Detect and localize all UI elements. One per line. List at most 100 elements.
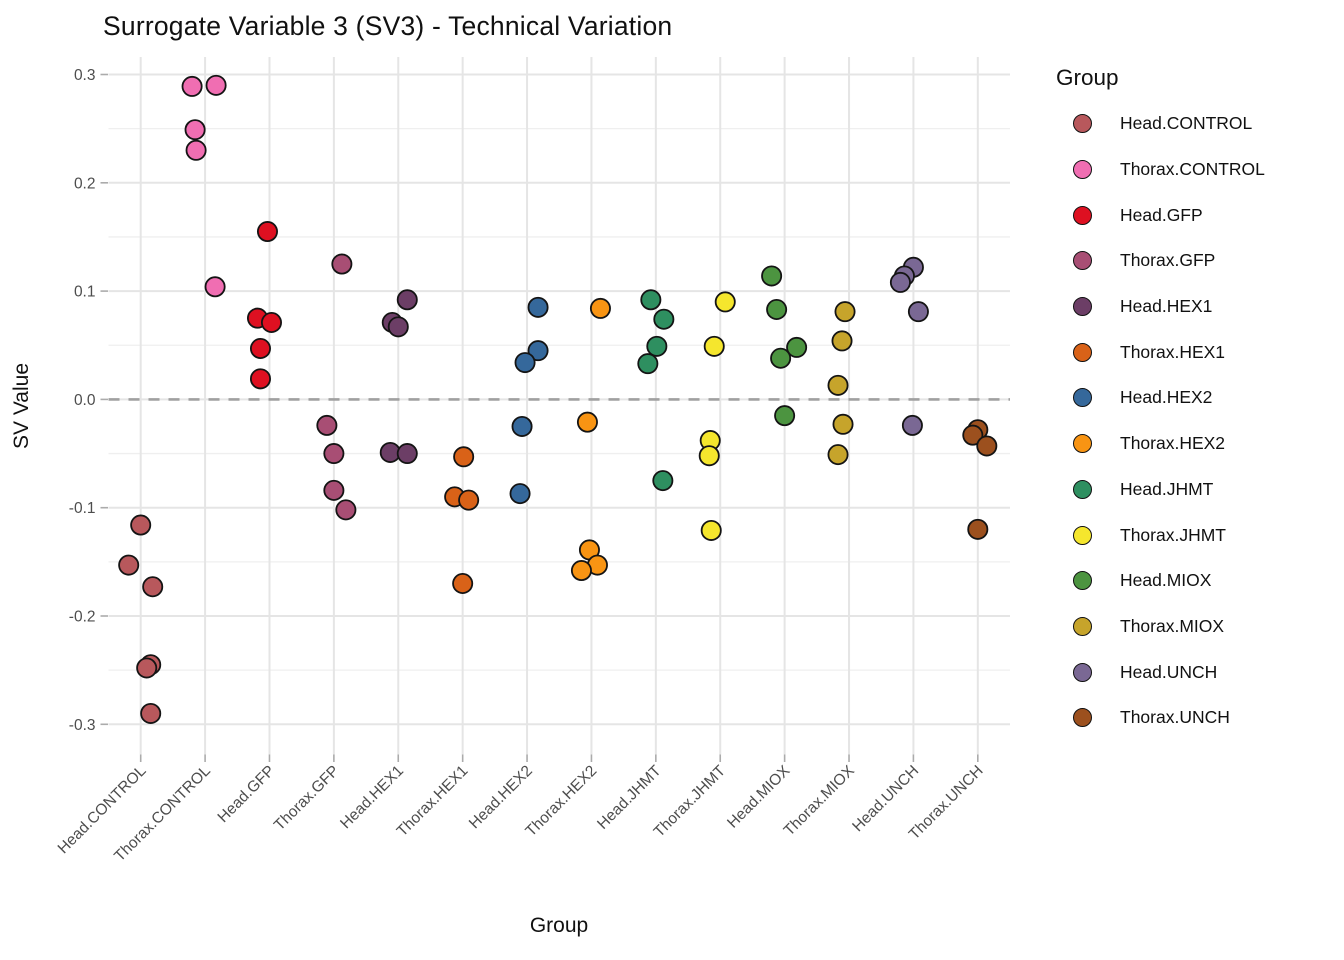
legend-label: Thorax.CONTROL: [1120, 159, 1265, 180]
data-point: [181, 75, 203, 97]
legend-key-circle: [1073, 479, 1092, 499]
x-tick-label: Head.JHMT: [594, 762, 665, 833]
data-point: [637, 353, 659, 375]
data-point: [527, 340, 549, 362]
legend-key-circle: [1073, 251, 1092, 271]
legend-label: Head.HEX1: [1120, 296, 1213, 317]
data-point: [576, 411, 598, 433]
legend-label: Head.CONTROL: [1120, 113, 1253, 134]
data-point: [136, 657, 158, 679]
data-point: [396, 443, 418, 465]
data-point: [256, 221, 278, 243]
data-point: [249, 368, 271, 390]
y-tick-label: 0.1: [74, 284, 96, 301]
legend: Group Head.CONTROL Thorax.CONTROL Head.GFP…: [1050, 55, 1344, 741]
legend-key-circle: [1073, 114, 1092, 134]
data-point: [570, 560, 592, 582]
legend-key-circle: [1073, 434, 1092, 454]
legend-item: Head.GFP: [1050, 192, 1344, 238]
legend-title: Group: [1056, 65, 1119, 90]
data-point: [511, 415, 533, 437]
data-point: [140, 702, 162, 724]
data-point: [509, 483, 531, 505]
data-point: [700, 519, 722, 541]
legend-label: Head.GFP: [1120, 204, 1203, 225]
legend-key-circle: [1073, 525, 1092, 545]
data-point: [831, 330, 853, 352]
data-point: [827, 374, 849, 396]
legend-key-circle: [1073, 160, 1092, 180]
legend-item: Head.HEX2: [1050, 375, 1344, 421]
data-point: [331, 253, 353, 275]
legend-key-circle: [1073, 571, 1092, 591]
data-point: [514, 352, 536, 374]
chart-title: Surrogate Variable 3 (SV3) - Technical V…: [103, 11, 673, 41]
data-point: [323, 479, 345, 501]
data-point: [249, 337, 271, 359]
data-point: [396, 289, 418, 311]
data-point: [967, 518, 989, 540]
data-point: [640, 289, 662, 311]
x-axis-title: Group: [529, 914, 589, 937]
legend-key-circle: [1073, 616, 1092, 636]
data-point: [387, 316, 409, 338]
data-point: [652, 470, 674, 492]
legend-key-circle: [1073, 205, 1092, 225]
data-point: [260, 312, 282, 334]
legend-label: Thorax.UNCH: [1120, 707, 1230, 728]
data-point: [323, 443, 345, 465]
data-point: [703, 335, 725, 357]
y-tick-label: 0.2: [74, 175, 96, 192]
data-point: [761, 265, 783, 287]
data-point: [714, 291, 736, 313]
data-point: [766, 299, 788, 321]
data-point: [130, 514, 152, 536]
legend-item: Thorax.CONTROL: [1050, 147, 1344, 193]
y-axis-title-wrap: SV Value: [0, 57, 44, 755]
data-point: [458, 489, 480, 511]
data-point: [770, 347, 792, 369]
legend-item: Head.MIOX: [1050, 558, 1344, 604]
y-tick-label: 0.3: [74, 67, 96, 84]
legend-label: Head.JHMT: [1120, 478, 1214, 499]
data-point: [834, 301, 856, 323]
data-point: [889, 271, 911, 293]
x-tick-label: Head.HEX1: [337, 762, 407, 832]
data-point: [527, 296, 549, 318]
legend-items: Head.CONTROL Thorax.CONTROL Head.GFP Thorax…: [1050, 101, 1344, 741]
legend-label: Thorax.JHMT: [1120, 524, 1226, 545]
legend-label: Thorax.HEX2: [1120, 433, 1226, 454]
legend-label: Thorax.HEX1: [1120, 341, 1226, 362]
legend-item: Head.CONTROL: [1050, 101, 1344, 147]
data-point: [832, 413, 854, 435]
legend-item: Thorax.HEX2: [1050, 421, 1344, 467]
data-point: [335, 499, 357, 521]
legend-key-circle: [1073, 708, 1092, 728]
data-point: [205, 74, 227, 96]
legend-item: Thorax.UNCH: [1050, 695, 1344, 741]
legend-label: Thorax.MIOX: [1120, 615, 1225, 636]
y-tick-label: -0.2: [69, 609, 96, 626]
legend-key-circle: [1073, 297, 1092, 317]
y-tick-label: -0.1: [69, 500, 96, 517]
legend-label: Head.UNCH: [1120, 661, 1218, 682]
data-point: [976, 435, 998, 457]
data-point: [316, 414, 338, 436]
data-point: [453, 446, 475, 468]
data-point: [962, 424, 984, 446]
x-tick-label: Head.MIOX: [724, 762, 794, 832]
y-tick-label: 0.0: [74, 392, 96, 409]
legend-item: Thorax.MIOX: [1050, 604, 1344, 650]
legend-label: Thorax.GFP: [1120, 250, 1216, 271]
data-point: [827, 444, 849, 466]
legend-item: Head.UNCH: [1050, 649, 1344, 695]
data-point: [589, 297, 611, 319]
x-tick-label: Head.GFP: [215, 762, 279, 826]
data-point: [653, 308, 675, 330]
legend-key-circle: [1073, 662, 1092, 682]
legend-key-circle: [1073, 388, 1092, 408]
data-point: [204, 276, 226, 298]
data-point: [185, 139, 207, 161]
